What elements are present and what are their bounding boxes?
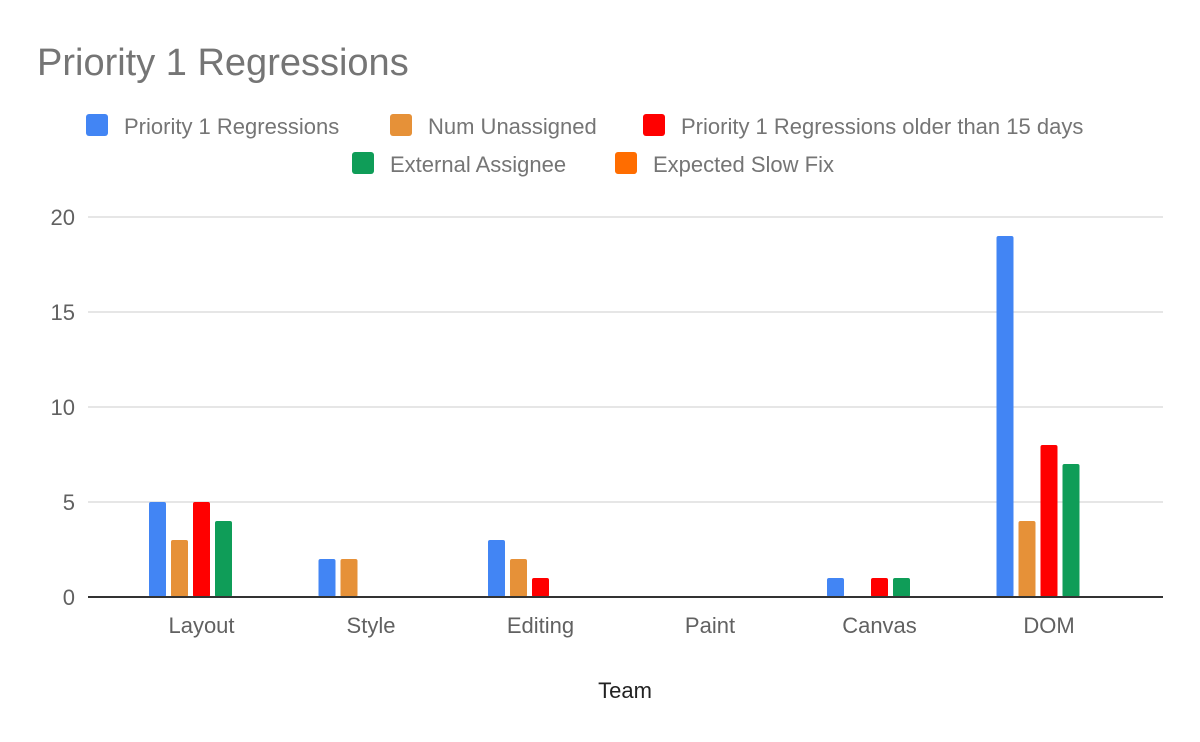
legend-label: Num Unassigned xyxy=(428,114,597,139)
chart-title: Priority 1 Regressions xyxy=(37,42,409,84)
bar-style-series-1 xyxy=(340,559,358,597)
bar-canvas-series-2 xyxy=(871,578,888,597)
bar-editing-series-0 xyxy=(488,540,505,597)
bar-style-series-0 xyxy=(318,559,336,597)
gridlines xyxy=(88,216,1163,503)
bar-editing-series-2 xyxy=(532,578,549,597)
bar-canvas-series-0 xyxy=(827,578,844,597)
x-axis-ticks: Layout Style Editing Paint Canvas DOM xyxy=(168,613,1074,638)
legend-label: Priority 1 Regressions xyxy=(124,114,339,139)
bars xyxy=(149,236,1080,597)
y-tick-label: 0 xyxy=(63,585,75,610)
x-tick-label: DOM xyxy=(1023,613,1074,638)
bar-editing-series-1 xyxy=(510,559,527,597)
legend-label: Priority 1 Regressions older than 15 day… xyxy=(681,114,1083,139)
bar-canvas-series-3 xyxy=(893,578,910,597)
legend: Priority 1 Regressions Num Unassigned Prio… xyxy=(86,114,1083,177)
x-tick-label: Layout xyxy=(168,613,234,638)
x-tick-label: Paint xyxy=(685,613,735,638)
legend-label: External Assignee xyxy=(390,152,566,177)
legend-swatch xyxy=(390,114,412,136)
y-tick-label: 5 xyxy=(63,490,75,515)
bar-layout-series-1 xyxy=(171,540,188,597)
legend-swatch xyxy=(86,114,108,136)
bar-layout-series-3 xyxy=(215,521,232,597)
legend-swatch xyxy=(643,114,665,136)
bar-dom-series-1 xyxy=(1018,521,1036,597)
legend-swatch xyxy=(615,152,637,174)
x-tick-label: Style xyxy=(347,613,396,638)
x-axis-title: Team xyxy=(598,678,652,703)
legend-label: Expected Slow Fix xyxy=(653,152,834,177)
bar-layout-series-2 xyxy=(193,502,210,597)
y-axis-ticks: 0 5 10 15 20 xyxy=(51,205,75,610)
y-tick-label: 15 xyxy=(51,300,75,325)
bar-layout-series-0 xyxy=(149,502,166,597)
y-tick-label: 20 xyxy=(51,205,75,230)
x-tick-label: Canvas xyxy=(842,613,917,638)
legend-swatch xyxy=(352,152,374,174)
y-tick-label: 10 xyxy=(51,395,75,420)
x-tick-label: Editing xyxy=(507,613,574,638)
bar-dom-series-3 xyxy=(1062,464,1080,597)
bar-dom-series-2 xyxy=(1040,445,1058,597)
bar-dom-series-0 xyxy=(996,236,1014,597)
